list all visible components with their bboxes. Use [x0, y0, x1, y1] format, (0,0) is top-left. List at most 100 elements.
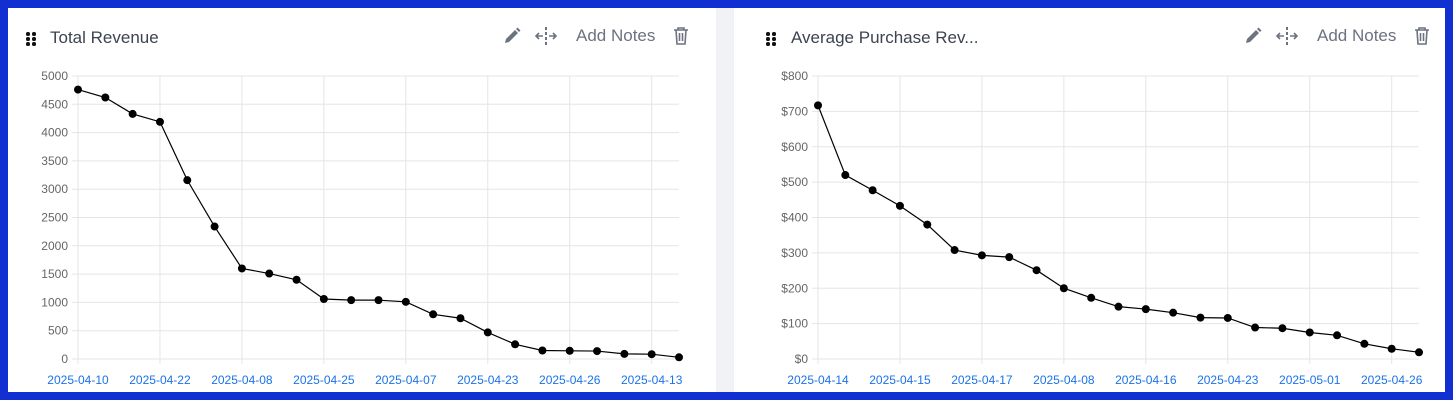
data-point: [1169, 308, 1178, 317]
data-point: [1415, 348, 1423, 357]
data-point: [675, 353, 683, 362]
pencil-icon[interactable]: [1243, 26, 1263, 46]
y-tick-label: $300: [781, 246, 808, 260]
data-point: [319, 295, 328, 304]
data-point: [1005, 253, 1014, 262]
data-point: [1059, 284, 1068, 293]
data-point: [1141, 305, 1150, 314]
y-tick-label: 0: [61, 352, 68, 366]
x-tick-label: 2025-04-25: [293, 373, 355, 387]
data-point: [1114, 302, 1123, 311]
y-tick-label: $500: [781, 175, 808, 189]
y-tick-label: 4000: [41, 126, 68, 140]
x-tick-label: 2025-04-23: [1197, 373, 1259, 387]
data-point: [1032, 266, 1041, 275]
series-line: [817, 105, 1420, 353]
add-notes-button[interactable]: Add Notes: [576, 26, 656, 45]
y-tick-label: 1500: [41, 267, 68, 281]
data-point: [1251, 323, 1260, 332]
data-point: [950, 246, 959, 255]
data-point: [128, 109, 137, 118]
x-tick-label: 2025-04-17: [951, 373, 1013, 387]
move-icon[interactable]: [534, 26, 558, 46]
data-point: [868, 186, 877, 195]
data-point: [841, 171, 850, 180]
panel-title: Average Purchase Rev...: [791, 28, 979, 47]
data-point: [429, 310, 438, 319]
data-point: [923, 220, 932, 229]
total-revenue-chart: 0 500 1000 1500 2000 2500 3000 3500 4000 4500 5000…: [41, 69, 683, 387]
x-tick-label: 2025-04-10: [47, 373, 109, 387]
data-point: [347, 296, 356, 305]
data-point: [210, 222, 219, 231]
series-line: [77, 89, 680, 358]
data-point: [895, 201, 904, 210]
y-tick-label: 3000: [41, 182, 68, 196]
data-point: [1333, 331, 1342, 340]
y-tick-label: 2000: [41, 239, 68, 253]
x-tick-label: 2025-04-07: [375, 373, 437, 387]
data-point: [101, 93, 110, 102]
pencil-icon[interactable]: [502, 26, 522, 46]
drag-handle-icon[interactable]: [766, 32, 776, 46]
data-point: [237, 264, 246, 273]
data-point: [265, 269, 274, 278]
x-tick-label: 2025-04-26: [1361, 373, 1423, 387]
data-point: [1196, 313, 1205, 322]
trash-icon[interactable]: [1414, 26, 1430, 46]
y-tick-label: 500: [48, 324, 68, 338]
data-point: [511, 340, 520, 349]
average-purchase-revenue-chart: $0 $100 $200 $300 $400 $500 $600 $700 $800 2025-0…: [781, 69, 1423, 387]
x-tick-label: 2025-05-01: [1279, 373, 1341, 387]
data-point: [1360, 339, 1369, 348]
y-tick-label: 5000: [41, 69, 68, 83]
move-icon[interactable]: [1275, 26, 1299, 46]
x-tick-label: 2025-04-22: [129, 373, 191, 387]
data-point: [538, 346, 547, 355]
data-point: [155, 117, 164, 126]
data-point: [292, 275, 301, 284]
y-tick-label: $800: [781, 69, 808, 83]
x-tick-label: 2025-04-14: [787, 373, 849, 387]
data-point: [1305, 328, 1314, 337]
data-point: [620, 349, 629, 358]
y-tick-label: $700: [781, 104, 808, 118]
data-point: [1087, 293, 1096, 302]
y-tick-label: $400: [781, 211, 808, 225]
y-tick-label: 4500: [41, 97, 68, 111]
x-tick-label: 2025-04-13: [621, 373, 683, 387]
data-point: [374, 296, 383, 305]
data-point: [977, 251, 986, 260]
x-tick-label: 2025-04-08: [1033, 373, 1095, 387]
panel-title: Total Revenue: [50, 28, 159, 47]
data-point: [483, 328, 492, 337]
y-tick-label: $0: [795, 352, 809, 366]
data-point: [183, 176, 192, 185]
x-tick-label: 2025-04-16: [1115, 373, 1177, 387]
data-point: [565, 346, 574, 355]
drag-handle-icon[interactable]: [26, 32, 36, 46]
average-purchase-revenue-panel: Average Purchase Rev... Add Notes $0 $100…: [734, 8, 1445, 392]
y-tick-label: $600: [781, 140, 808, 154]
y-tick-label: $100: [781, 317, 808, 331]
y-tick-label: 2500: [41, 211, 68, 225]
data-point: [401, 297, 410, 306]
data-point: [814, 101, 822, 110]
trash-icon[interactable]: [673, 26, 689, 46]
x-tick-label: 2025-04-15: [869, 373, 931, 387]
x-tick-label: 2025-04-26: [539, 373, 601, 387]
x-tick-label: 2025-04-23: [457, 373, 519, 387]
y-tick-label: 3500: [41, 154, 68, 168]
y-tick-label: $200: [781, 281, 808, 295]
data-point: [1223, 313, 1232, 322]
data-point: [647, 350, 656, 359]
data-point: [593, 347, 602, 356]
data-point: [456, 314, 465, 323]
x-tick-label: 2025-04-08: [211, 373, 273, 387]
add-notes-button[interactable]: Add Notes: [1317, 26, 1397, 45]
data-point: [1278, 324, 1287, 333]
data-point: [74, 85, 82, 94]
total-revenue-panel: Total Revenue Add Notes 0 500 1000 1500 2000…: [8, 8, 716, 392]
y-tick-label: 1000: [41, 295, 68, 309]
panel-gap: [716, 8, 734, 392]
